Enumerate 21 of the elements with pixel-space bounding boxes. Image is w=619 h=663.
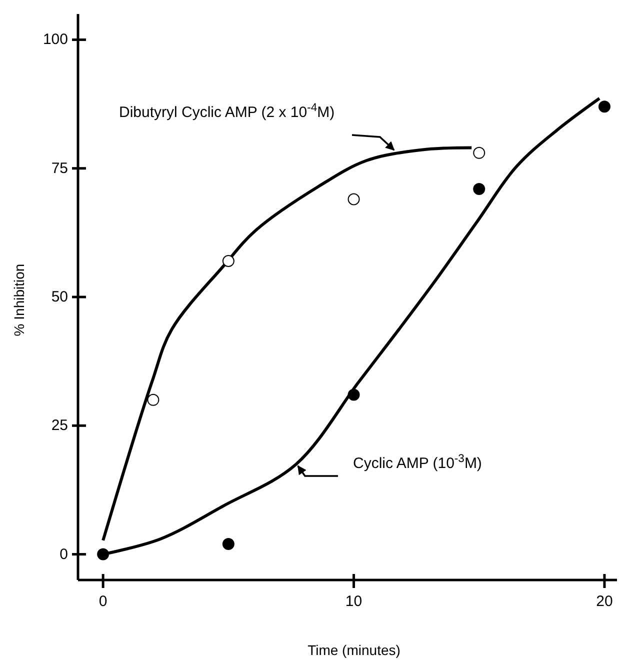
point [147, 394, 160, 406]
y-tick-label: 25 [51, 417, 68, 434]
point [97, 548, 110, 560]
x-tick-label: 0 [98, 593, 108, 610]
point [598, 100, 610, 113]
y-tick-label: 75 [51, 160, 68, 177]
point [473, 182, 486, 195]
point [222, 538, 234, 550]
annotation: Cyclic AMP (10$^{-3}$M) [353, 453, 482, 472]
x-tick-label: 20 [596, 593, 613, 610]
point [222, 254, 234, 267]
y-axis-title: % Inhibition [11, 264, 27, 336]
y-tick-label: 50 [51, 288, 68, 306]
y-tick-label: 0 [60, 546, 68, 563]
annotation: Dibutyryl Cyclic AMP (2 x 10$^{-4}$M) [119, 102, 335, 121]
point [473, 146, 486, 159]
x-axis-title: Time (minutes) [308, 642, 400, 658]
point [348, 388, 360, 401]
x-tick-label: 10 [345, 593, 362, 610]
point [348, 193, 360, 206]
y-tick-label: 100 [42, 31, 68, 48]
